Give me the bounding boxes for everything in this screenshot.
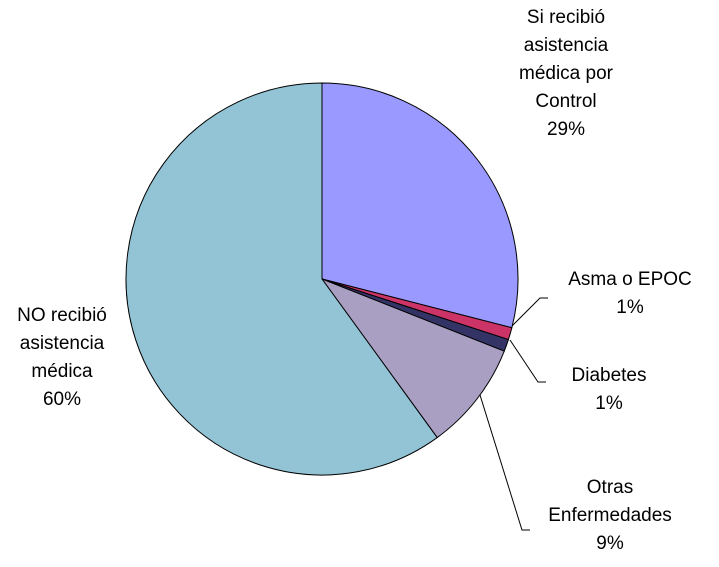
category-label: Asma o EPOC (568, 269, 692, 290)
category-label: Otras Enfermedades (548, 477, 672, 526)
pie-slice (320, 277, 505, 439)
value-label: 29% (546, 119, 586, 140)
data-label: NO recibió asistencia médica 60% (7, 302, 117, 414)
pie-slice (321, 82, 519, 329)
category-label: NO recibió asistencia médica (17, 305, 107, 382)
value-label: 1% (616, 297, 644, 318)
data-label: Asma o EPOC 1% (555, 266, 705, 322)
data-label: Diabetes 1% (549, 362, 669, 418)
leader-line (479, 394, 530, 531)
value-label: 9% (596, 533, 624, 554)
category-label: Diabetes (571, 365, 647, 386)
value-label: 60% (42, 389, 82, 410)
category-label: Si recibió asistencia médica por Control (519, 7, 613, 112)
leader-line (509, 339, 546, 383)
pie-slice (125, 82, 438, 476)
data-label: Si recibió asistencia médica por Control… (501, 4, 631, 144)
leader-line (511, 297, 548, 327)
data-label: Otras Enfermedades 9% (535, 474, 685, 558)
value-label: 1% (595, 393, 623, 414)
